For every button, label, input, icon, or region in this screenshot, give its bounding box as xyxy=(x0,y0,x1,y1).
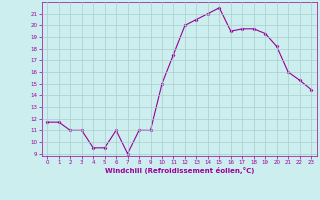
X-axis label: Windchill (Refroidissement éolien,°C): Windchill (Refroidissement éolien,°C) xyxy=(105,167,254,174)
